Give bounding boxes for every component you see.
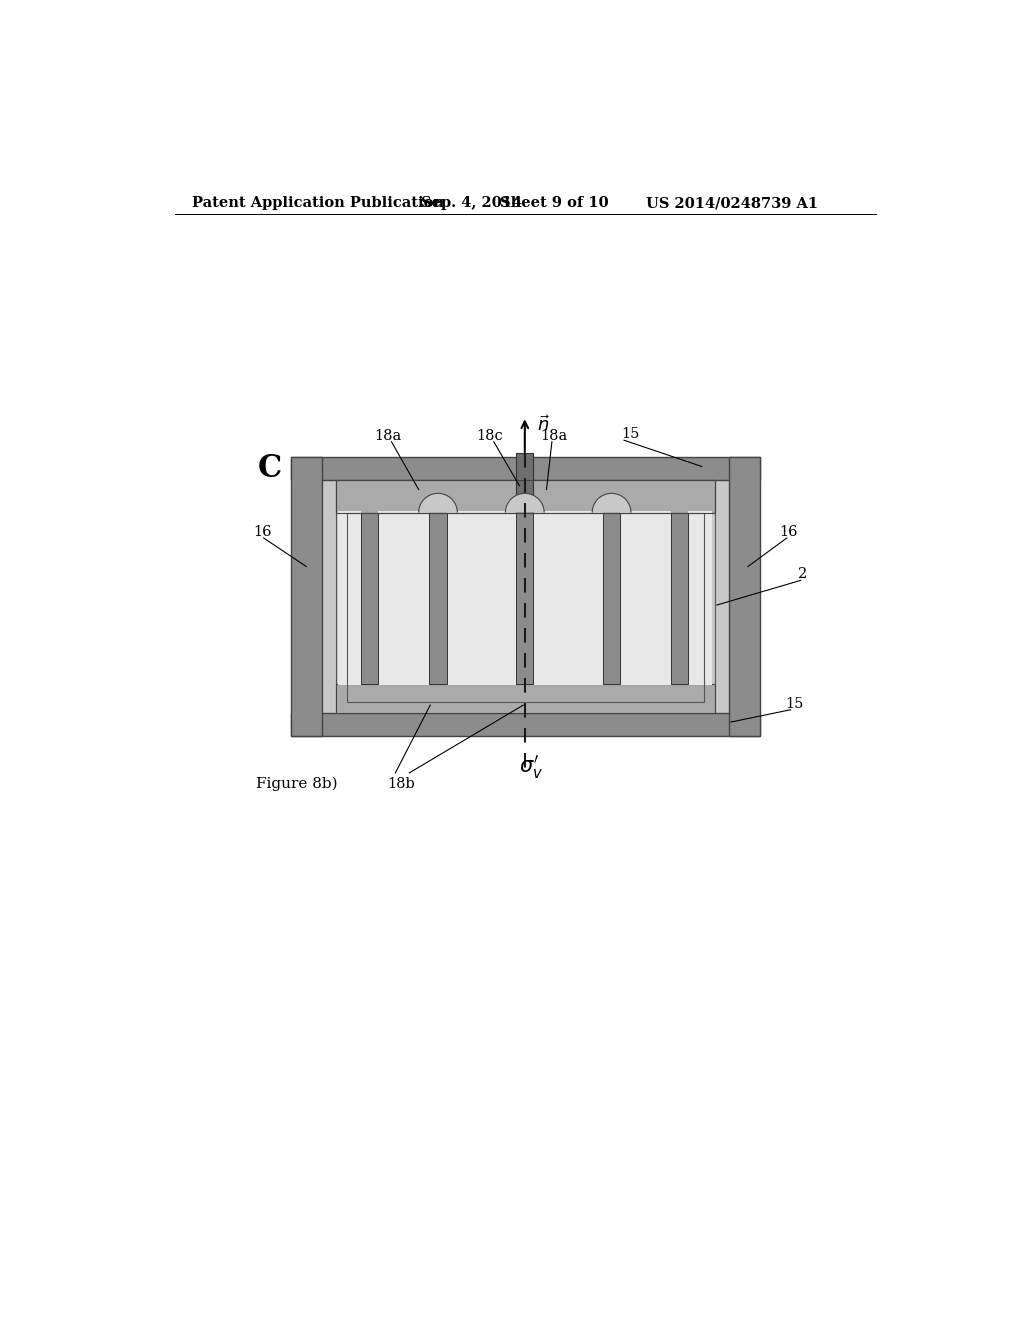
Bar <box>729 457 760 737</box>
Text: Patent Application Publication: Patent Application Publication <box>191 197 443 210</box>
Bar <box>336 480 715 713</box>
Text: Sep. 4, 2014: Sep. 4, 2014 <box>421 197 522 210</box>
Bar <box>516 453 534 512</box>
Text: 18a: 18a <box>374 429 401 442</box>
Text: $\sigma_{v}^{\prime}$: $\sigma_{v}^{\prime}$ <box>519 752 543 780</box>
Bar <box>291 457 760 480</box>
Bar <box>603 512 621 684</box>
Bar <box>672 512 688 684</box>
Bar <box>322 480 729 713</box>
Bar <box>361 512 378 684</box>
Bar <box>378 511 429 685</box>
Text: 18c: 18c <box>476 429 504 442</box>
Text: Sheet 9 of 10: Sheet 9 of 10 <box>500 197 608 210</box>
Wedge shape <box>506 494 544 512</box>
Text: $\vec{n}$: $\vec{n}$ <box>538 414 550 434</box>
Bar <box>429 512 446 684</box>
Bar <box>346 512 703 702</box>
Bar <box>516 512 534 684</box>
Text: 16: 16 <box>253 525 271 539</box>
Wedge shape <box>419 494 458 512</box>
Bar <box>336 684 715 713</box>
Bar <box>336 480 715 512</box>
Bar <box>621 511 672 685</box>
Bar <box>688 511 713 685</box>
Text: 16: 16 <box>779 525 798 539</box>
Bar <box>446 511 516 685</box>
Text: US 2014/0248739 A1: US 2014/0248739 A1 <box>646 197 818 210</box>
Text: 15: 15 <box>785 697 804 710</box>
Bar <box>336 480 715 512</box>
Text: 18b: 18b <box>388 776 416 791</box>
Text: C: C <box>258 453 283 484</box>
Bar <box>338 511 361 685</box>
Wedge shape <box>592 494 631 512</box>
Bar <box>291 713 760 737</box>
Text: Figure 8b): Figure 8b) <box>256 776 338 791</box>
Text: 18a: 18a <box>540 429 567 442</box>
Bar <box>291 457 322 737</box>
Text: 15: 15 <box>621 428 639 441</box>
Bar <box>534 511 603 685</box>
Text: 2: 2 <box>799 568 808 581</box>
